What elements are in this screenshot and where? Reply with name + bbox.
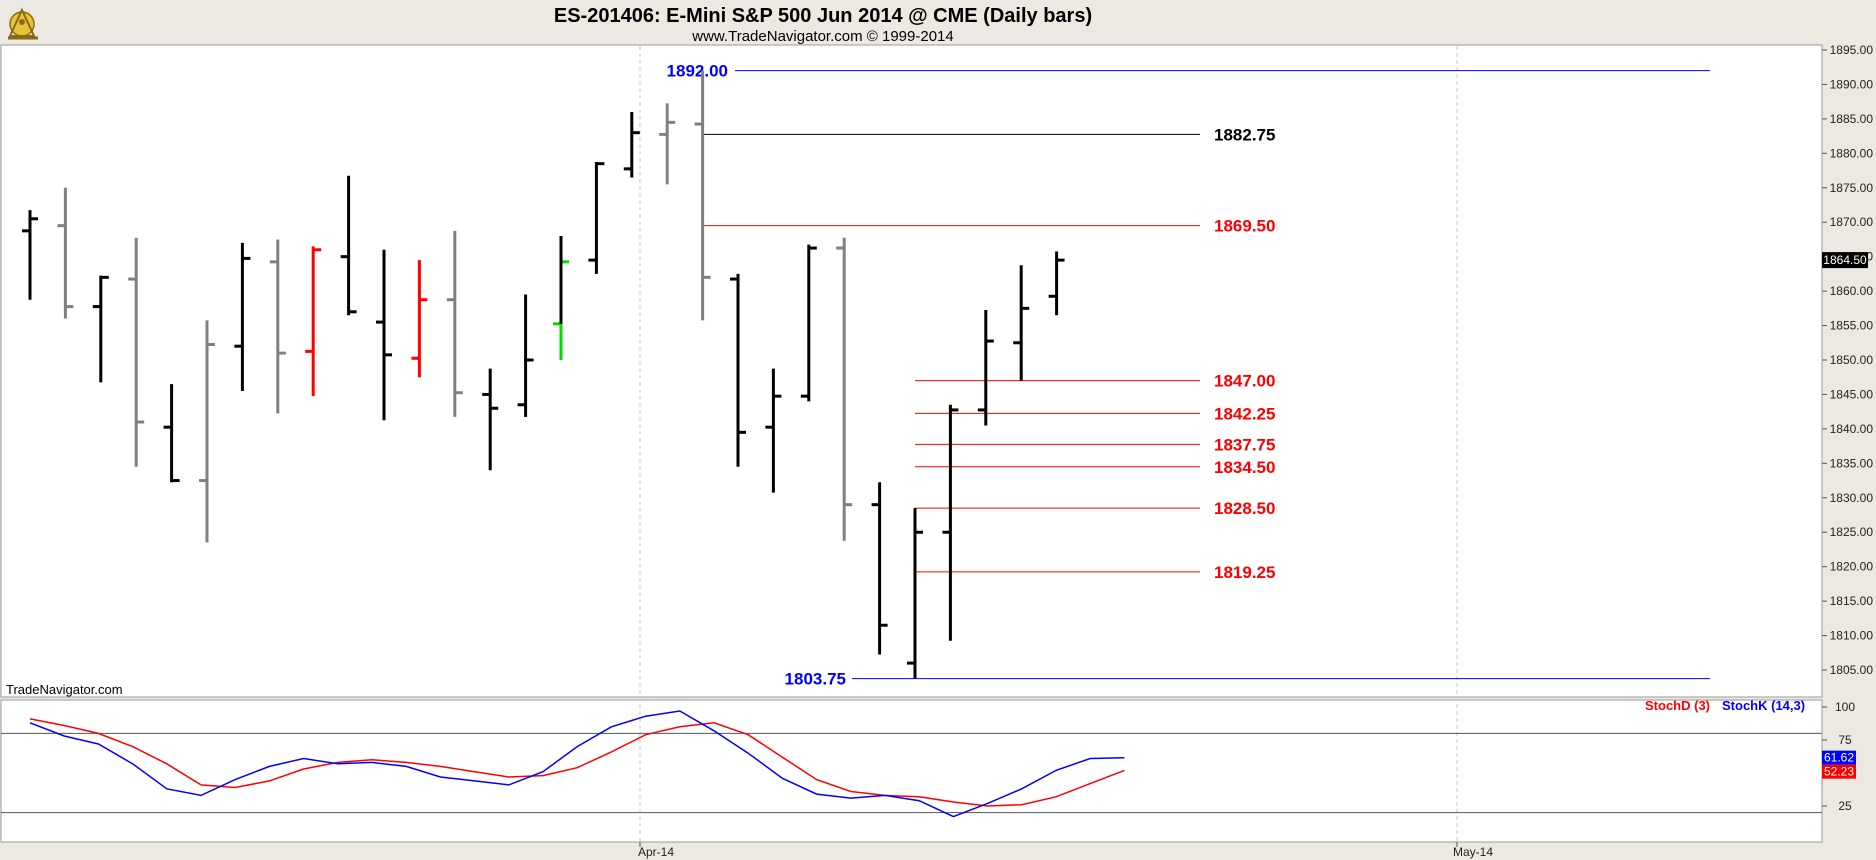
stoch-d-value: 52.23: [1824, 765, 1854, 779]
level-label: 1847.00: [1214, 372, 1275, 391]
ohlc-bar: [977, 310, 994, 426]
ohlc-bar: [411, 260, 428, 378]
stoch-d-line: [29, 718, 1125, 807]
level-label: 1803.75: [785, 670, 846, 689]
stoch-k-marker: [1822, 750, 1856, 765]
ohlc-bar: [22, 210, 38, 300]
stoch-axis-label: 25: [1838, 799, 1852, 813]
stoch-k-line: [29, 710, 1125, 818]
level-label: 1882.75: [1214, 125, 1275, 144]
price-axis-label: 1840.00: [1830, 422, 1874, 436]
ohlc-bar: [340, 175, 357, 316]
price-axis-label: 1885.00: [1830, 112, 1874, 126]
stoch-axis-label: 75: [1838, 733, 1852, 747]
level-label: 1834.50: [1214, 458, 1275, 477]
price-axis-label: 1870.00: [1830, 215, 1874, 229]
ohlc-bar: [57, 187, 74, 319]
watermark: TradeNavigator.com: [6, 682, 123, 697]
ohlc-bar: [517, 294, 534, 417]
ohlc-bar: [765, 368, 782, 493]
price-axis-label: 1845.00: [1830, 387, 1874, 401]
chart-title: ES-201406: E-Mini S&P 500 Jun 2014 @ CME…: [554, 5, 1092, 27]
ohlc-bar: [128, 237, 145, 467]
price-axis-label: 1805.00: [1830, 663, 1874, 677]
ohlc-bar: [730, 273, 746, 467]
level-label: 1892.00: [667, 62, 728, 81]
last-price-marker: [1822, 252, 1868, 269]
ohlc-bar: [694, 70, 711, 321]
chart-subtitle: www.TradeNavigator.com © 1999-2014: [691, 28, 953, 45]
level-label: 1828.50: [1214, 499, 1275, 518]
ohlc-bar: [659, 103, 676, 185]
ohlc-bar: [163, 384, 180, 483]
ohlc-bar: [482, 368, 499, 471]
level-label: 1819.25: [1214, 563, 1275, 582]
price-axis-label: 1820.00: [1830, 560, 1874, 574]
legend-stoch-k: StochK (14,3): [1722, 698, 1805, 713]
stoch-d-marker: [1822, 764, 1856, 779]
price-axis-label: 1860.00: [1830, 284, 1874, 298]
price-axis-label: 1850.00: [1830, 353, 1874, 367]
ohlc-bar: [92, 275, 109, 383]
price-axis-label: 1825.00: [1830, 525, 1874, 539]
ohlc-bar: [305, 246, 322, 397]
price-axis-label: 1830.00: [1830, 491, 1874, 505]
stochastic-layer: [1, 710, 1822, 818]
price-bars-layer: [22, 70, 1065, 679]
ohlc-bar: [836, 237, 853, 541]
price-axis-label: 1895.00: [1830, 43, 1874, 57]
stoch-k-value: 61.62: [1824, 751, 1854, 765]
ohlc-bar: [1013, 265, 1030, 381]
price-axis-label: 1810.00: [1830, 629, 1874, 643]
ohlc-bar: [871, 482, 888, 655]
price-axis-label: 1875.00: [1830, 181, 1874, 195]
ohlc-bar: [1048, 251, 1065, 316]
ohlc-bar: [234, 242, 251, 391]
price-axis-label: 1815.00: [1830, 594, 1874, 608]
x-axis-label: Apr-14: [638, 845, 674, 859]
ohlc-bar: [376, 249, 392, 421]
stoch-axis-label: 100: [1835, 700, 1855, 714]
level-label: 1842.25: [1214, 404, 1275, 423]
price-axis-label: 1890.00: [1830, 77, 1874, 91]
ohlc-bar: [446, 230, 463, 417]
last-price-label: 1864.50: [1823, 253, 1867, 267]
ohlc-bar: [942, 404, 959, 641]
level-label: 1837.75: [1214, 435, 1275, 454]
stochastic-panel: [0, 699, 1823, 843]
ohlc-bar: [269, 239, 286, 414]
price-axis-label: 1835.00: [1830, 456, 1874, 470]
levels-layer: 1892.00 1882.75 1869.50 1847.00 1842.25 1837.…: [667, 62, 1710, 689]
price-axis-label: 1880.00: [1830, 146, 1874, 160]
price-axis-label: 1855.00: [1830, 319, 1874, 333]
axis-layer: 1895.00 1890.00 1885.00 1880.00 1875.00 1870.…: [638, 43, 1873, 859]
x-axis-label: May-14: [1453, 845, 1493, 859]
ohlc-bar: [199, 320, 215, 543]
legend-stoch-d: StochD (3): [1645, 698, 1710, 713]
ohlc-bar: [588, 161, 605, 274]
price-panel: [0, 44, 1823, 698]
level-label: 1869.50: [1214, 217, 1275, 236]
ohlc-bar: [800, 244, 817, 402]
ohlc-bar: [907, 508, 923, 679]
ohlc-bar: [623, 112, 640, 178]
sextant-logo-icon: [8, 7, 38, 40]
